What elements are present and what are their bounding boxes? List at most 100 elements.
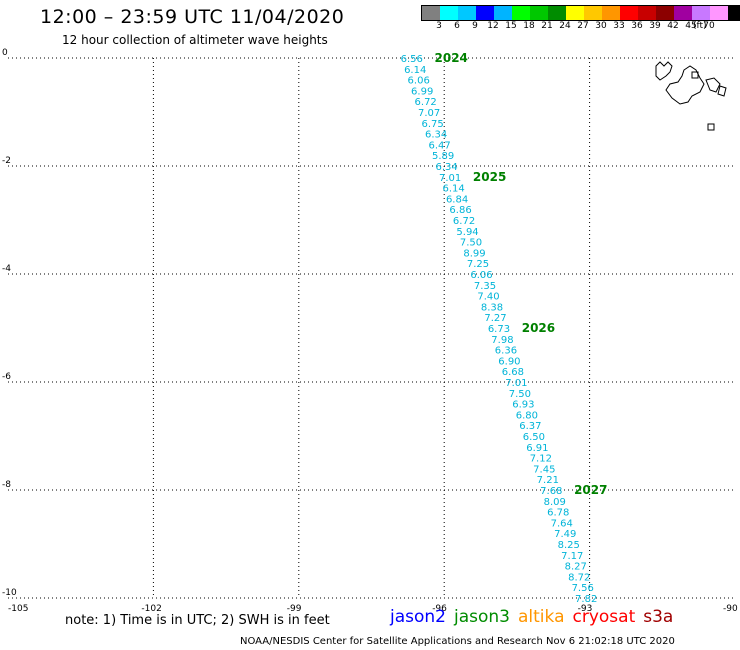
wave-height-value: 6.91 xyxy=(526,443,548,454)
track-time-label: 2025 xyxy=(473,170,506,184)
wave-height-value: 6.86 xyxy=(449,205,471,216)
wave-height-value: 8.09 xyxy=(544,497,566,508)
wave-height-value: 5.89 xyxy=(432,151,454,162)
legend-tick-label: 24 xyxy=(559,21,571,31)
wave-height-value: 6.80 xyxy=(516,410,538,421)
track-time-label: 2027 xyxy=(574,483,607,497)
legend-unit: (ft) xyxy=(693,21,707,31)
wave-height-value: 8.72 xyxy=(568,572,590,583)
legend-tick-label: 27 xyxy=(577,21,589,31)
legend-swatch xyxy=(422,6,440,20)
wave-height-value: 7.27 xyxy=(484,313,506,324)
page-title: 12:00 – 23:59 UTC 11/04/2020 xyxy=(40,6,345,28)
legend-swatch xyxy=(440,6,458,20)
satellite-cryosat: cryosat xyxy=(572,607,636,627)
wave-height-value: 7.56 xyxy=(572,583,594,594)
legend-swatch xyxy=(656,6,674,20)
legend-swatch xyxy=(512,6,530,20)
legend-swatch xyxy=(710,6,728,20)
wave-height-value: 6.06 xyxy=(470,270,492,281)
legend-tick-label: 15 xyxy=(505,21,517,31)
satellite-altika: altika xyxy=(518,607,565,627)
wave-height-value: 8.27 xyxy=(565,562,587,573)
wave-height-value: 6.90 xyxy=(498,356,520,367)
wave-height-value: 6.72 xyxy=(453,216,475,227)
legend-tick-label: 45 xyxy=(685,21,697,31)
footer-credit: NOAA/NESDIS Center for Satellite Applica… xyxy=(240,636,675,647)
y-tick-label: 0 xyxy=(2,48,8,58)
satellite-jason3: jason3 xyxy=(454,607,510,627)
wave-height-value: 6.78 xyxy=(547,508,569,519)
legend-swatch xyxy=(458,6,476,20)
y-tick-label: -10 xyxy=(2,588,17,598)
x-tick-label: -99 xyxy=(287,604,302,614)
island-outline xyxy=(665,65,705,105)
wave-height-value: 6.73 xyxy=(488,324,510,335)
legend-tick-label: 36 xyxy=(631,21,643,31)
wave-height-value: 6.14 xyxy=(442,184,464,195)
wave-height-value: 5.94 xyxy=(456,227,478,238)
legend-swatch xyxy=(548,6,566,20)
wave-height-value: 7.12 xyxy=(530,454,552,465)
x-tick-label: -102 xyxy=(141,604,161,614)
wave-height-value: 7.64 xyxy=(551,518,573,529)
legend-tick-label: 9 xyxy=(472,21,478,31)
wave-height-value: 6.37 xyxy=(519,421,541,432)
x-tick-label: -90 xyxy=(723,604,738,614)
legend-swatch xyxy=(494,6,512,20)
legend-swatch xyxy=(692,6,710,20)
wave-height-value: 6.50 xyxy=(523,432,545,443)
wave-height-value: 7.01 xyxy=(439,173,461,184)
wave-height-value: 7.01 xyxy=(505,378,527,389)
wave-height-value: 8.99 xyxy=(463,248,485,259)
legend-tick-label: 33 xyxy=(613,21,625,31)
y-tick-label: -6 xyxy=(2,372,11,382)
x-tick-label: -96 xyxy=(432,604,447,614)
legend-tick-label: 21 xyxy=(541,21,553,31)
footer-note: note: 1) Time is in UTC; 2) SWH is in fe… xyxy=(65,613,330,628)
color-legend-bar xyxy=(421,5,740,21)
satellite-jason2: jason2 xyxy=(390,607,446,627)
legend-swatch xyxy=(476,6,494,20)
legend-swatch xyxy=(674,6,692,20)
track-time-label: 2024 xyxy=(435,51,468,65)
wave-height-value: 7.98 xyxy=(491,335,513,346)
island-outline xyxy=(707,123,715,131)
legend-tick-label: 12 xyxy=(487,21,499,31)
wave-height-value: 7.25 xyxy=(467,259,489,270)
wave-height-value: 6.84 xyxy=(446,194,468,205)
island-outline xyxy=(691,71,699,79)
x-tick-label: -93 xyxy=(578,604,593,614)
wave-height-value: 6.56 xyxy=(401,54,423,65)
satellite-s3a: s3a xyxy=(643,607,674,627)
wave-height-value: 6.47 xyxy=(428,140,450,151)
legend-tick-label: 39 xyxy=(649,21,661,31)
wave-height-value: 6.06 xyxy=(408,76,430,87)
track-time-label: 2026 xyxy=(522,321,555,335)
wave-height-value: 7.50 xyxy=(509,389,531,400)
wave-height-value: 8.25 xyxy=(558,540,580,551)
legend-tick-label: 6 xyxy=(454,21,460,31)
y-tick-label: -2 xyxy=(2,156,11,166)
legend-tick-label: 3 xyxy=(436,21,442,31)
wave-height-value: 6.93 xyxy=(512,400,534,411)
legend-swatch xyxy=(620,6,638,20)
wave-height-value: 6.34 xyxy=(435,162,457,173)
legend-swatch xyxy=(566,6,584,20)
wave-height-value: 6.14 xyxy=(404,65,426,76)
legend-swatch xyxy=(602,6,620,20)
legend-tick-label: 30 xyxy=(595,21,607,31)
wave-height-value: 7.35 xyxy=(474,281,496,292)
wave-height-value: 7.68 xyxy=(540,486,562,497)
island-outline xyxy=(717,85,727,97)
x-tick-label: -105 xyxy=(8,604,28,614)
wave-height-value: 7.07 xyxy=(418,108,440,119)
island-outline xyxy=(705,77,721,93)
legend-tick-label: 70 xyxy=(703,21,715,31)
wave-height-value: 6.68 xyxy=(502,367,524,378)
wave-height-value: 7.21 xyxy=(537,475,559,486)
wave-height-value: 6.75 xyxy=(422,119,444,130)
wave-height-value: 7.82 xyxy=(575,594,597,605)
wave-height-value: 6.36 xyxy=(495,346,517,357)
